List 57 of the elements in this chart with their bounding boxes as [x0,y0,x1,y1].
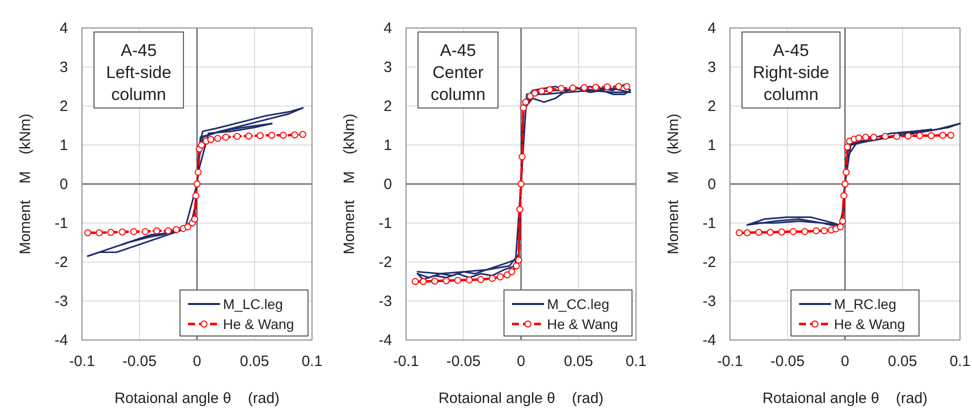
annotation: A-45 Right-side column [752,41,830,104]
y-axis-title: Moment M (kNm) [17,114,34,254]
legend-label: He & Wang [834,316,906,332]
y-tick-label: -1 [702,215,716,232]
y-tick-label: 4 [60,20,68,37]
y-tick-label: 1 [708,137,716,154]
x-tick-label: 0.05 [564,353,594,370]
y-tick-label: 4 [384,20,392,37]
y-tick-label: 2 [60,98,68,115]
y-tick-label: -1 [378,215,392,232]
legend-label: M_CC.leg [547,296,610,312]
x-tick-label: 0 [840,353,850,370]
y-axis-title: Moment M (kNm) [665,114,682,254]
x-tick-label: -0.05 [770,353,805,370]
y-tick-label: -4 [702,332,716,349]
x-tick-label: 0.05 [888,353,918,370]
x-tick-label: -0.1 [717,353,743,370]
legend-label: M_RC.leg [834,296,896,312]
y-tick-label: 3 [384,59,392,76]
y-tick-label: 2 [708,98,716,115]
legend-label: He & Wang [547,316,618,332]
y-tick-label: 1 [60,137,68,154]
y-tick-label: -3 [702,293,716,310]
x-tick-label: 0.1 [950,353,970,370]
y-tick-label: -4 [54,332,68,349]
x-tick-label: 0.1 [626,353,646,370]
x-tick-label: -0.1 [393,353,419,370]
x-tick-label: 0.1 [302,353,322,370]
x-tick-label: -0.1 [69,353,95,370]
y-tick-label: -3 [378,293,392,310]
y-tick-label: -2 [54,254,68,271]
x-tick-label: -0.05 [122,353,157,370]
x-tick-label: -0.05 [446,353,481,370]
x-tick-label: 0.05 [240,353,270,370]
x-axis-title: Rotaional angle θ (rad) [438,390,604,407]
y-tick-label: 3 [708,59,716,76]
y-tick-label: -4 [378,332,392,349]
y-tick-label: 0 [60,176,68,193]
y-tick-label: 0 [708,176,716,193]
y-tick-label: -3 [54,293,68,310]
annotation: A-45 Center column [430,41,486,104]
annotation: A-45 Left-side column [106,41,172,104]
y-tick-label: -1 [54,215,68,232]
y-axis-title: Moment M (kNm) [341,114,358,254]
y-tick-label: 2 [384,98,392,115]
y-tick-label: 0 [384,176,392,193]
y-tick-label: -2 [378,254,392,271]
x-axis-title: Rotaional angle θ (rad) [114,390,280,407]
x-axis-title: Rotaional angle θ (rad) [762,390,928,407]
x-tick-label: 0 [192,353,202,370]
legend-label: He & Wang [223,316,294,332]
y-tick-label: 4 [708,20,716,37]
legend-label: M_LC.leg [223,296,283,312]
y-tick-label: 1 [384,137,392,154]
x-tick-label: 0 [516,353,526,370]
y-tick-label: -2 [702,254,716,271]
y-tick-label: 3 [60,59,68,76]
